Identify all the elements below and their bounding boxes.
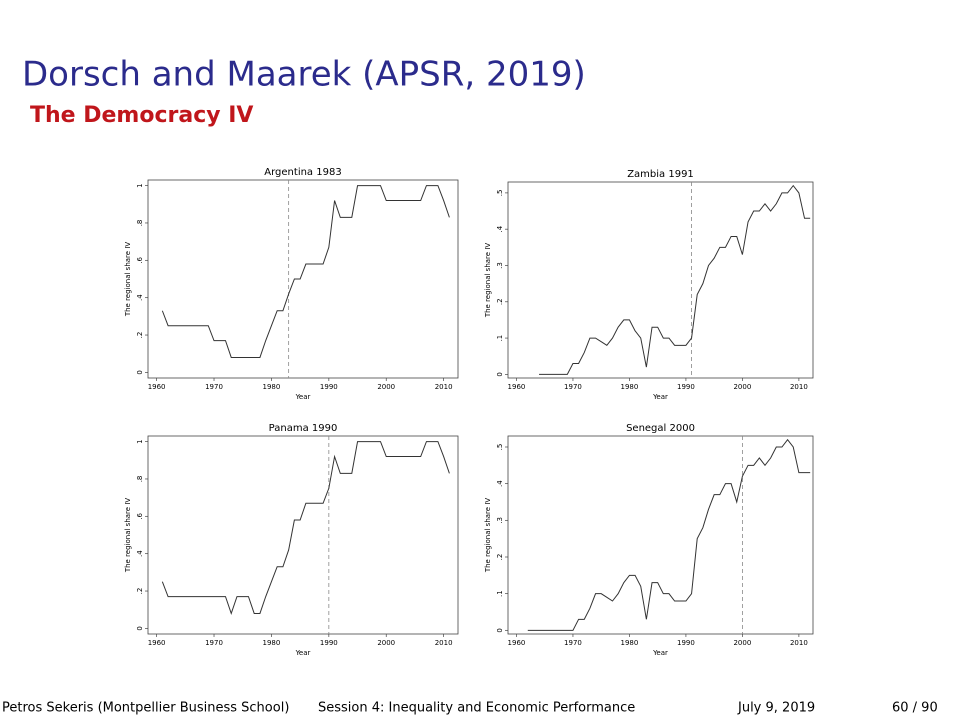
data-line [527,438,811,631]
y-axis-label: The regional share IV [484,498,492,574]
y-tick-label: 0 [496,372,504,376]
x-tick-label: 1960 [508,639,526,647]
x-tick-label: 1960 [148,639,166,647]
y-tick-label: 1 [136,183,144,187]
slide-subtitle: The Democracy IV [30,103,253,128]
y-tick-label: .4 [136,550,144,557]
y-tick-label: .5 [496,444,504,451]
y-tick-label: 0 [136,370,144,374]
plot-frame [507,435,814,635]
y-tick-label: .1 [496,590,504,597]
footer-page: 60 / 90 [892,701,938,716]
chart-title: Panama 1990 [269,423,338,434]
y-tick-label: .4 [496,225,504,232]
x-tick-label: 2010 [435,639,453,647]
x-axis-label: Year [652,649,668,657]
footer-session: Session 4: Inequality and Economic Perfo… [318,701,635,716]
x-tick-label: 1970 [205,383,223,391]
y-tick-label: .2 [496,554,504,561]
y-tick-label: .5 [496,190,504,197]
y-tick-label: .4 [136,294,144,301]
x-tick-label: 2000 [377,639,395,647]
x-tick-label: 1960 [508,383,526,391]
y-tick-label: .6 [136,512,144,519]
x-tick-label: 2010 [790,383,808,391]
plot-frame [147,179,459,379]
y-tick-label: .2 [136,332,144,339]
x-tick-label: 1970 [564,383,582,391]
y-tick-label: .3 [496,262,504,269]
y-tick-label: .6 [136,256,144,263]
x-tick-label: 1980 [263,639,281,647]
y-tick-label: 1 [136,439,144,443]
footer-date: July 9, 2019 [737,701,815,716]
slide-title: Dorsch and Maarek (APSR, 2019) [22,55,586,95]
data-line [161,441,450,615]
x-axis-label: Year [652,393,668,401]
x-tick-label: 2010 [790,639,808,647]
y-tick-label: 0 [136,626,144,630]
y-tick-label: .2 [496,298,504,305]
footer-author: Petros Sekeris (Montpellier Business Sch… [2,701,289,716]
y-tick-label: 0 [496,628,504,632]
x-tick-label: 2000 [377,383,395,391]
y-axis-label: The regional share IV [124,242,132,318]
x-tick-label: 1970 [205,639,223,647]
x-tick-label: 1960 [148,383,166,391]
data-line [539,184,811,375]
y-tick-label: .4 [496,480,504,487]
data-line [161,185,450,358]
x-tick-label: 1980 [621,639,639,647]
y-axis-label: The regional share IV [484,243,492,319]
plot-frame [507,181,814,379]
x-tick-label: 1990 [677,383,695,391]
y-tick-label: .2 [136,588,144,595]
chart-title: Argentina 1983 [264,167,341,178]
y-tick-label: .3 [496,517,504,524]
y-tick-label: .8 [136,476,144,483]
x-tick-label: 1990 [320,639,338,647]
x-tick-label: 1980 [621,383,639,391]
x-tick-label: 2000 [733,383,751,391]
x-tick-label: 1970 [564,639,582,647]
plot-frame [147,435,459,635]
x-axis-label: Year [295,649,311,657]
y-tick-label: .8 [136,220,144,227]
y-tick-label: .1 [496,335,504,342]
chart-title: Zambia 1991 [627,169,694,180]
chart-title: Senegal 2000 [626,423,695,434]
x-tick-label: 1990 [320,383,338,391]
x-tick-label: 2000 [733,639,751,647]
x-axis-label: Year [295,393,311,401]
x-tick-label: 2010 [435,383,453,391]
x-tick-label: 1980 [263,383,281,391]
y-axis-label: The regional share IV [124,498,132,574]
x-tick-label: 1990 [677,639,695,647]
